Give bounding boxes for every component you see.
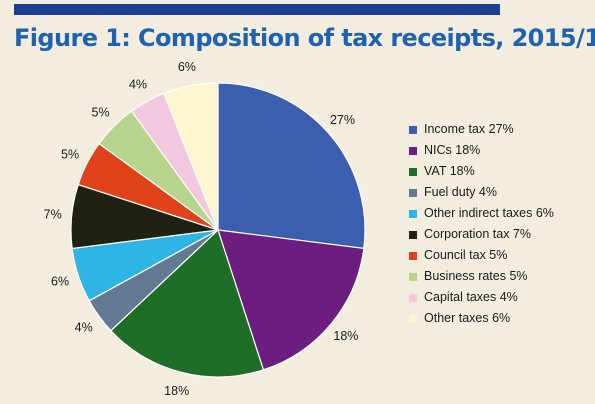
- legend-label: Other taxes 6%: [424, 311, 511, 325]
- legend-swatch: [409, 273, 417, 281]
- pie-slice-nics-18: [217, 229, 365, 371]
- pie-slice-other-taxes-6: [163, 82, 219, 231]
- slice-data-label: 5%: [92, 106, 110, 120]
- slice-data-label: 5%: [61, 148, 79, 162]
- legend-swatch: [409, 231, 417, 239]
- legend-label: Other indirect taxes 6%: [424, 206, 554, 220]
- slice-data-label: 18%: [333, 329, 358, 343]
- pie-slice-vat-18: [109, 228, 265, 378]
- legend-swatch: [409, 189, 417, 197]
- legend-item: Council tax 5%: [406, 248, 592, 263]
- legend-label: Fuel duty 4%: [424, 185, 497, 199]
- slice-data-label: 4%: [129, 78, 147, 92]
- pie-slice-income-tax-27: [217, 82, 366, 250]
- legend-swatch: [409, 252, 417, 260]
- legend-item: Other indirect taxes 6%: [406, 206, 592, 221]
- legend: Income tax 27% NICs 18% VAT 18% Fuel duty 4…: [406, 122, 592, 332]
- legend-item: Income tax 27%: [406, 122, 592, 137]
- slice-data-label: 4%: [75, 321, 93, 335]
- legend-item: VAT 18%: [406, 164, 592, 179]
- slice-data-label: 18%: [164, 384, 189, 398]
- legend-item: Fuel duty 4%: [406, 185, 592, 200]
- header-bar: [14, 4, 500, 15]
- slice-data-label: 6%: [51, 274, 69, 288]
- legend-swatch: [409, 147, 417, 155]
- legend-label: NICs 18%: [424, 143, 481, 157]
- slice-data-label: 6%: [178, 60, 196, 74]
- legend-label: Income tax 27%: [424, 122, 514, 136]
- legend-label: VAT 18%: [424, 164, 475, 178]
- legend-item: NICs 18%: [406, 143, 592, 158]
- legend-swatch: [409, 126, 417, 134]
- legend-item: Business rates 5%: [406, 269, 592, 284]
- legend-item: Corporation tax 7%: [406, 227, 592, 242]
- legend-swatch: [409, 210, 417, 218]
- legend-label: Business rates 5%: [424, 269, 528, 283]
- slice-data-label: 7%: [44, 207, 62, 221]
- legend-swatch: [409, 315, 417, 323]
- legend-label: Corporation tax 7%: [424, 227, 532, 241]
- legend-swatch: [409, 294, 417, 302]
- legend-item: Capital taxes 4%: [406, 290, 592, 305]
- slice-data-label: 27%: [330, 113, 355, 127]
- legend-label: Capital taxes 4%: [424, 290, 518, 304]
- legend-label: Council tax 5%: [424, 248, 508, 262]
- legend-item: Other taxes 6%: [406, 311, 592, 326]
- legend-swatch: [409, 168, 417, 176]
- chart-title: Figure 1: Composition of tax receipts, 2…: [14, 24, 595, 52]
